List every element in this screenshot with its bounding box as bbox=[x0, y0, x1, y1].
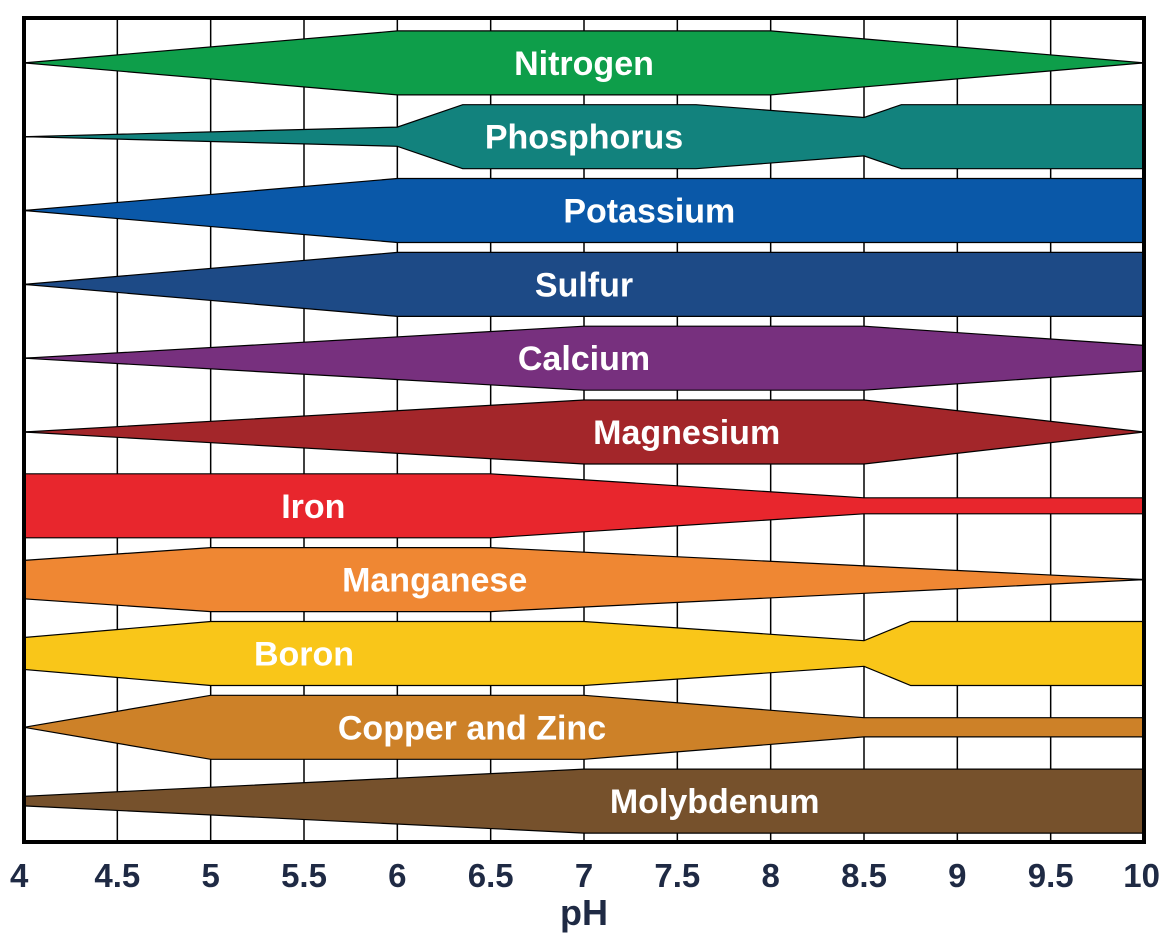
x-tick-label: 4.5 bbox=[94, 857, 140, 894]
band-molybdenum bbox=[23, 768, 1145, 834]
band-label-potassium: Potassium bbox=[563, 193, 735, 231]
band-label-copper-and-zinc: Copper and Zinc bbox=[338, 709, 606, 747]
x-tick-label: 9.5 bbox=[1028, 857, 1074, 894]
x-tick-label: 6 bbox=[388, 857, 406, 894]
x-axis-ticks: 4 4.5 5 5.5 6 6.5 7 7.5 8 8.5 9 9.5 10 bbox=[10, 857, 1160, 894]
band-manganese bbox=[23, 547, 1145, 613]
x-tick-label: 5.5 bbox=[281, 857, 327, 894]
band-magnesium bbox=[23, 399, 1145, 465]
band-label-nitrogen: Nitrogen bbox=[514, 45, 654, 83]
band-label-magnesium: Magnesium bbox=[593, 414, 780, 452]
band-label-calcium: Calcium bbox=[518, 340, 650, 378]
x-tick-label: 9 bbox=[948, 857, 966, 894]
x-tick-label: 5 bbox=[201, 857, 219, 894]
x-tick-label: 8.5 bbox=[841, 857, 887, 894]
band-label-iron: Iron bbox=[281, 488, 345, 526]
band-boron bbox=[23, 620, 1145, 687]
band-label-boron: Boron bbox=[254, 635, 354, 673]
band-label-molybdenum: Molybdenum bbox=[610, 783, 820, 821]
band-label-manganese: Manganese bbox=[342, 562, 527, 600]
band-label-phosphorus: Phosphorus bbox=[485, 119, 683, 157]
x-tick-label: 7.5 bbox=[654, 857, 700, 894]
plot-frame bbox=[22, 16, 1146, 844]
x-axis-label: pH bbox=[560, 892, 608, 933]
band-iron bbox=[23, 473, 1145, 539]
x-tick-label: 6.5 bbox=[468, 857, 514, 894]
x-tick-label: 8 bbox=[761, 857, 779, 894]
x-tick-label: 10 bbox=[1123, 857, 1160, 894]
nutrient-bands: Nitrogen Phosphorus Potassium Sulfur Calcium… bbox=[23, 30, 1145, 834]
band-label-sulfur: Sulfur bbox=[535, 266, 633, 304]
x-tick-label: 4 bbox=[10, 857, 29, 894]
x-tick-label: 7 bbox=[575, 857, 593, 894]
